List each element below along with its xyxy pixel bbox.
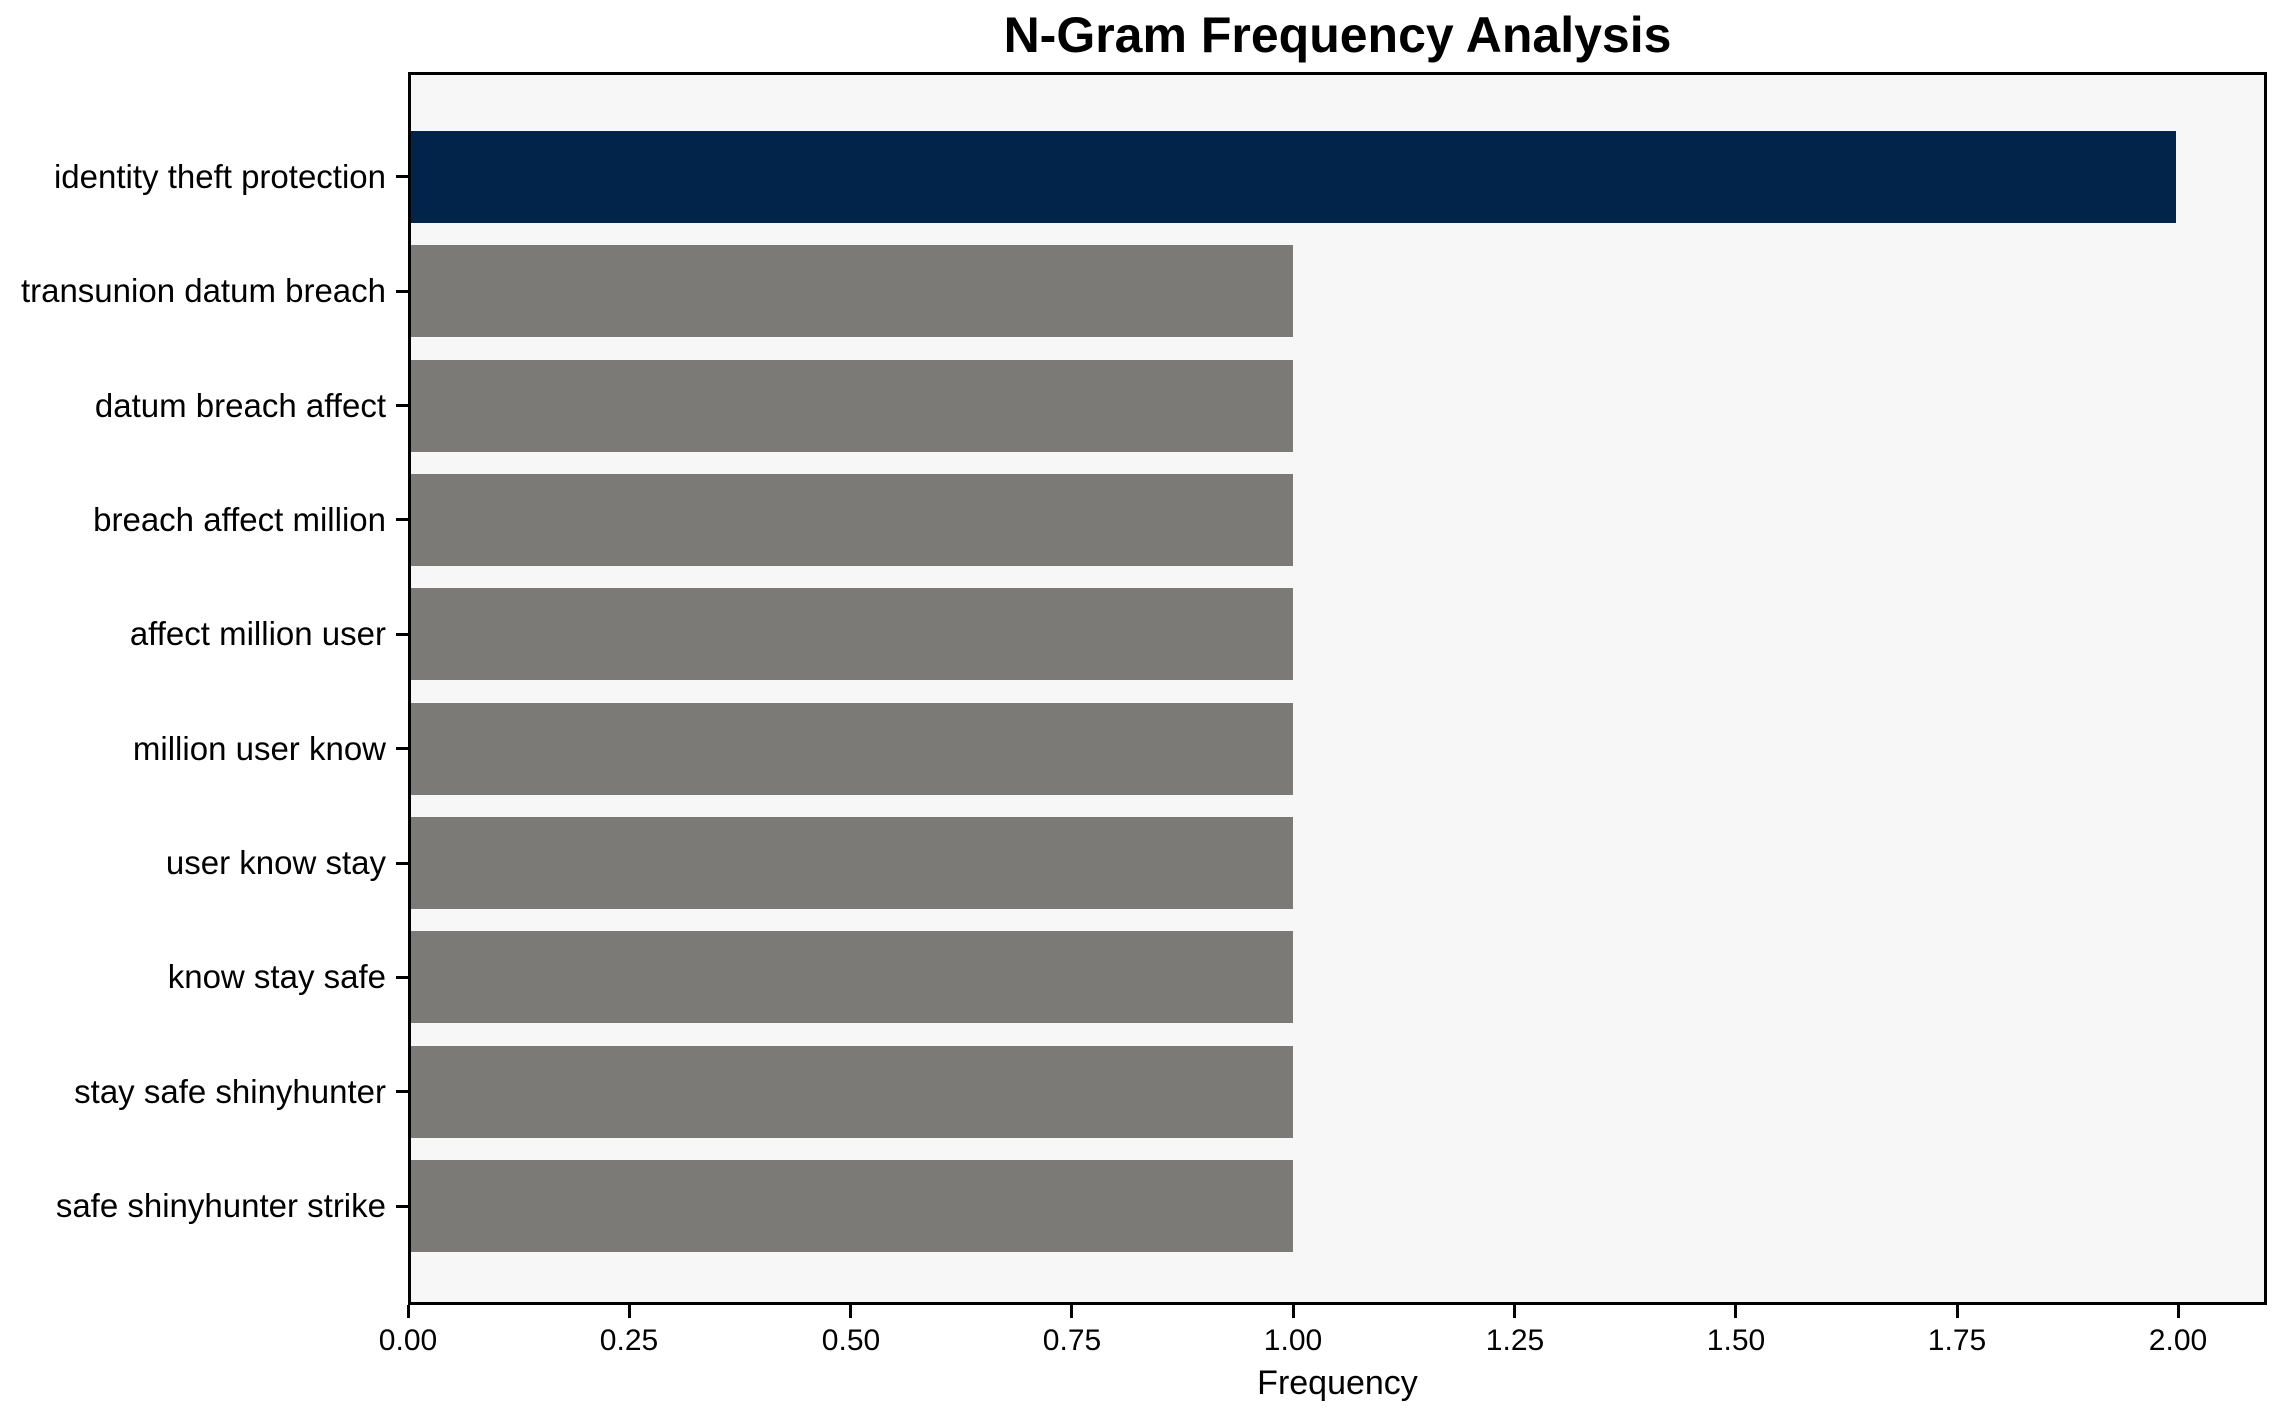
y-tick-mark [396, 976, 408, 979]
y-tick-label: user know stay [165, 844, 386, 881]
bar [411, 703, 1293, 795]
y-tick-mark [396, 633, 408, 636]
y-tick-label: know stay safe [167, 958, 386, 995]
x-tick-label: 0.25 [599, 1324, 659, 1357]
y-tick-mark [396, 862, 408, 865]
chart-title: N-Gram Frequency Analysis [1003, 7, 1672, 63]
x-tick-label: 0.75 [1042, 1324, 1102, 1357]
y-tick-mark [396, 1205, 408, 1208]
x-tick-label: 1.75 [1927, 1324, 1987, 1357]
y-tick-label: identity theft protection [53, 158, 386, 195]
x-tick-label: 2.00 [2148, 1324, 2208, 1357]
bar [411, 931, 1293, 1023]
x-axis-label: Frequency [1257, 1364, 1418, 1402]
y-tick-label: million user know [132, 730, 386, 767]
x-tick-mark [1513, 1305, 1516, 1318]
bar [411, 360, 1293, 452]
bar [411, 131, 2176, 223]
x-tick-label: 1.25 [1485, 1324, 1545, 1357]
x-tick-mark [1956, 1305, 1959, 1318]
bar [411, 1160, 1293, 1252]
y-tick-mark [396, 1090, 408, 1093]
x-tick-label: 0.50 [821, 1324, 881, 1357]
bar [411, 245, 1293, 337]
bar [411, 1046, 1293, 1138]
y-tick-mark [396, 290, 408, 293]
y-tick-label: breach affect million [93, 501, 386, 538]
x-tick-mark [2177, 1305, 2180, 1318]
bar [411, 474, 1293, 566]
y-tick-label: affect million user [129, 615, 386, 652]
x-tick-label: 0.00 [378, 1324, 438, 1357]
x-tick-label: 1.50 [1706, 1324, 1766, 1357]
bar [411, 817, 1293, 909]
x-tick-mark [1734, 1305, 1737, 1318]
y-tick-mark [396, 404, 408, 407]
y-tick-label: transunion datum breach [20, 272, 386, 309]
y-tick-label: stay safe shinyhunter [74, 1073, 386, 1110]
x-tick-mark [628, 1305, 631, 1318]
y-tick-mark [396, 747, 408, 750]
x-tick-mark [1292, 1305, 1295, 1318]
x-tick-mark [849, 1305, 852, 1318]
bar [411, 588, 1293, 680]
y-tick-mark [396, 518, 408, 521]
y-tick-label: datum breach affect [94, 387, 386, 424]
plot-area [408, 72, 2267, 1305]
y-tick-mark [396, 175, 408, 178]
x-tick-mark [407, 1305, 410, 1318]
x-tick-label: 1.00 [1263, 1324, 1323, 1357]
x-tick-mark [1070, 1305, 1073, 1318]
y-tick-label: safe shinyhunter strike [55, 1187, 386, 1224]
